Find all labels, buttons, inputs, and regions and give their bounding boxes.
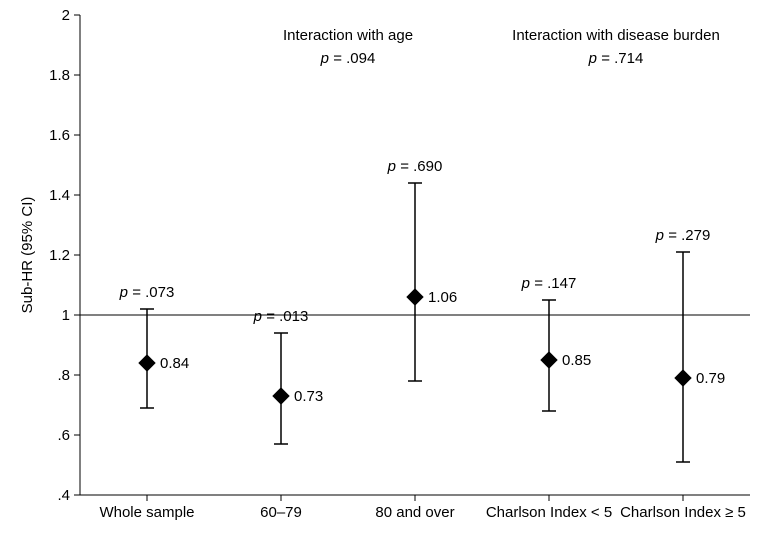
point-p-label: p = .013 (253, 308, 309, 325)
interaction-title: Interaction with disease burden (512, 27, 720, 44)
x-category-label: 80 and over (375, 504, 454, 521)
point-p-label: p = .690 (387, 158, 443, 175)
y-tick-label: 1 (62, 307, 70, 324)
hr-marker (541, 352, 557, 368)
chart-svg: .4 .6 .8 1 1.2 1.4 1.6 1.8 2 Sub-HR (95% CI) Whole… (0, 0, 768, 540)
hr-marker (675, 370, 691, 386)
y-tick-label: 1.6 (49, 127, 70, 144)
x-category-label: Charlson Index < 5 (486, 504, 612, 521)
point-p-label: p = .073 (119, 284, 175, 301)
hr-value-label: 0.84 (160, 355, 189, 372)
point-p-label: p = .279 (655, 227, 711, 244)
y-tick-label: 1.8 (49, 67, 70, 84)
interaction-title: Interaction with age (283, 27, 413, 44)
hr-value-label: 0.79 (696, 370, 725, 387)
y-tick-label: .8 (57, 367, 70, 384)
y-tick-label: 1.4 (49, 187, 70, 204)
x-category-label: 60–79 (260, 504, 302, 521)
interaction-p: p = .714 (588, 50, 644, 67)
y-tick-label: .6 (57, 427, 70, 444)
hr-marker (407, 289, 423, 305)
hr-marker (139, 355, 155, 371)
forest-plot: .4 .6 .8 1 1.2 1.4 1.6 1.8 2 Sub-HR (95% CI) Whole… (0, 0, 768, 540)
point-p-label: p = .147 (521, 275, 577, 292)
hr-value-label: 0.73 (294, 388, 323, 405)
y-axis-title: Sub-HR (95% CI) (19, 197, 36, 314)
hr-marker (273, 388, 289, 404)
y-tick-label: 1.2 (49, 247, 70, 264)
hr-value-label: 1.06 (428, 289, 457, 306)
interaction-p: p = .094 (320, 50, 376, 67)
x-category-label: Charlson Index ≥ 5 (620, 504, 746, 521)
x-category-label: Whole sample (99, 504, 194, 521)
hr-value-label: 0.85 (562, 352, 591, 369)
y-tick-label: .4 (57, 487, 70, 504)
y-tick-label: 2 (62, 7, 70, 24)
